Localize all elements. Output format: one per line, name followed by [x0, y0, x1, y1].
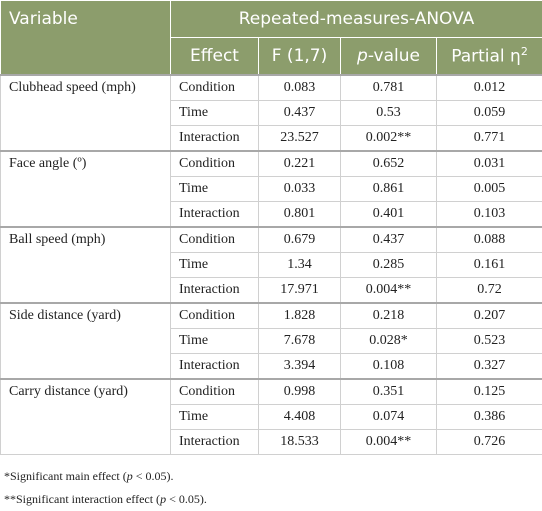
value-cell: 0.103 [437, 202, 542, 228]
value-cell: 0.031 [437, 151, 542, 177]
value-cell: 1.828 [259, 303, 341, 329]
text-segment: **Significant interaction effect ( [4, 492, 160, 506]
effect-cell: Interaction [171, 202, 259, 228]
value-cell: 3.394 [259, 354, 341, 380]
value-cell: 0.002** [341, 126, 437, 152]
value-cell: 1.34 [259, 253, 341, 278]
value-cell: 7.678 [259, 329, 341, 354]
value-cell: 0.161 [437, 253, 542, 278]
header-cell: F (1,7) [259, 38, 341, 76]
value-cell: 0.285 [341, 253, 437, 278]
text-segment: Effect [190, 46, 239, 66]
value-cell: 0.221 [259, 151, 341, 177]
value-cell: 0.72 [437, 278, 542, 304]
text-segment: 2 [521, 45, 528, 58]
value-cell: 0.652 [341, 151, 437, 177]
value-cell: 0.523 [437, 329, 542, 354]
value-cell: 0.998 [259, 379, 341, 405]
effect-cell: Interaction [171, 430, 259, 455]
footnote: *Significant main effect (p < 0.05). [4, 465, 538, 488]
value-cell: 0.012 [437, 75, 542, 101]
value-cell: 0.351 [341, 379, 437, 405]
value-cell: 0.53 [341, 101, 437, 126]
effect-cell: Condition [171, 303, 259, 329]
variable-cell: Ball speed (mph) [1, 227, 171, 303]
value-cell: 0.088 [437, 227, 542, 253]
value-cell: 0.801 [259, 202, 341, 228]
value-cell: 0.401 [341, 202, 437, 228]
value-cell: 23.527 [259, 126, 341, 152]
footnotes: *Significant main effect (p < 0.05).**Si… [0, 455, 542, 511]
effect-cell: Condition [171, 227, 259, 253]
value-cell: 0.386 [437, 405, 542, 430]
value-cell: 0.327 [437, 354, 542, 380]
footnote: **Significant interaction effect (p < 0.… [4, 488, 538, 511]
header-cell: Variable [1, 1, 171, 76]
value-cell: 0.207 [437, 303, 542, 329]
value-cell: 0.004** [341, 278, 437, 304]
variable-cell: Clubhead speed (mph) [1, 75, 171, 151]
anova-table: Variable Repeated-measures-ANOVA Effect F… [0, 0, 542, 455]
effect-cell: Time [171, 101, 259, 126]
page: Variable Repeated-measures-ANOVA Effect F… [0, 0, 542, 497]
effect-cell: Time [171, 405, 259, 430]
text-segment: Partial η [451, 47, 521, 67]
effect-cell: Time [171, 177, 259, 202]
effect-cell: Interaction [171, 354, 259, 380]
value-cell: 0.005 [437, 177, 542, 202]
value-cell: 4.408 [259, 405, 341, 430]
value-cell: 0.437 [341, 227, 437, 253]
value-cell: 0.679 [259, 227, 341, 253]
value-cell: 0.108 [341, 354, 437, 380]
text-segment: -value [368, 46, 420, 66]
text-segment: *Significant main effect ( [4, 469, 127, 483]
value-cell: 0.059 [437, 101, 542, 126]
value-cell: 0.781 [341, 75, 437, 101]
value-cell: 17.971 [259, 278, 341, 304]
variable-cell: Carry distance (yard) [1, 379, 171, 455]
effect-cell: Interaction [171, 278, 259, 304]
value-cell: 0.004** [341, 430, 437, 455]
text-segment: F (1,7) [272, 46, 327, 66]
header-cell: Effect [171, 38, 259, 76]
header-cell: Repeated-measures-ANOVA [171, 1, 542, 38]
variable-cell: Face angle (º) [1, 151, 171, 227]
value-cell: 0.771 [437, 126, 542, 152]
text-segment: p [357, 46, 368, 66]
value-cell: 0.028* [341, 329, 437, 354]
text-segment: < 0.05). [133, 469, 174, 483]
value-cell: 0.083 [259, 75, 341, 101]
text-segment: < 0.05). [166, 492, 207, 506]
header-cell: Partial η2 [437, 38, 542, 76]
value-cell: 0.218 [341, 303, 437, 329]
value-cell: 0.437 [259, 101, 341, 126]
value-cell: 0.033 [259, 177, 341, 202]
variable-cell: Side distance (yard) [1, 303, 171, 379]
effect-cell: Condition [171, 379, 259, 405]
effect-cell: Condition [171, 75, 259, 101]
value-cell: 0.125 [437, 379, 542, 405]
value-cell: 0.074 [341, 405, 437, 430]
value-cell: 0.726 [437, 430, 542, 455]
effect-cell: Time [171, 253, 259, 278]
header-cell: p-value [341, 38, 437, 76]
effect-cell: Time [171, 329, 259, 354]
effect-cell: Interaction [171, 126, 259, 152]
effect-cell: Condition [171, 151, 259, 177]
value-cell: 18.533 [259, 430, 341, 455]
value-cell: 0.861 [341, 177, 437, 202]
